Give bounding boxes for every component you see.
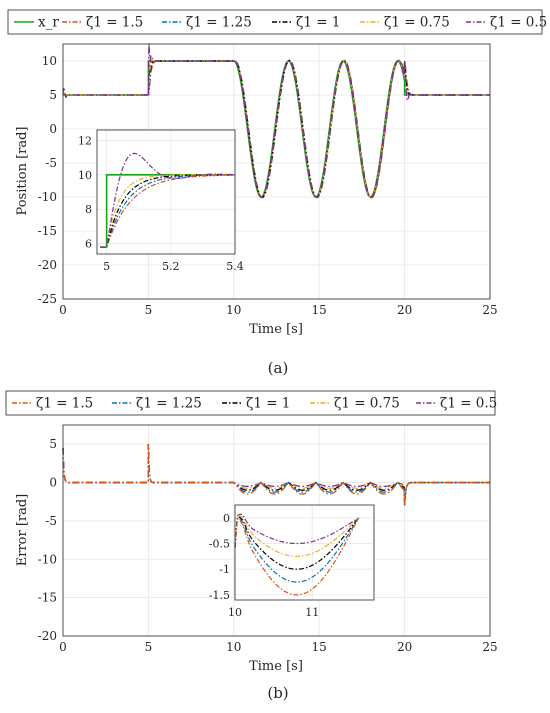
y-tick-a: -15 bbox=[38, 224, 57, 238]
x-tick-a: 0 bbox=[59, 303, 67, 317]
legend-a: x_r ζ1 = 1.5 ζ1 = 1.25 ζ1 = 1 ζ1 = 0.75 ζ1 = … bbox=[7, 9, 547, 35]
legend-b: ζ1 = 1.5 ζ1 = 1.25 ζ1 = 1 ζ1 = 0.75 ζ1 = 0.5 bbox=[5, 390, 497, 416]
y-tick-a: -10 bbox=[38, 190, 57, 204]
inset-x-tick-a: 5 bbox=[103, 260, 110, 273]
legend-label-z150: ζ1 = 1.5 bbox=[36, 396, 93, 412]
inset-series-b-z150 bbox=[234, 517, 360, 596]
inset-series-z075 bbox=[100, 174, 235, 248]
y-tick-a: -5 bbox=[45, 156, 57, 170]
inset-y-tick-b: -0.5 bbox=[209, 538, 230, 551]
series-line-b-z150 bbox=[62, 444, 490, 506]
inset-series-b-z050 bbox=[234, 513, 359, 548]
inset-y-tick-b: -1 bbox=[219, 563, 230, 576]
legend-label-z050: ζ1 = 0.5 bbox=[440, 396, 497, 412]
inset-y-tick-a: 12 bbox=[78, 134, 92, 147]
legend-label-z075: ζ1 = 0.75 bbox=[334, 396, 400, 412]
inset-y-tick-a: 8 bbox=[85, 203, 92, 216]
y-tick-a: -20 bbox=[38, 258, 57, 272]
legend-label-z125: ζ1 = 1.25 bbox=[186, 15, 252, 31]
x-tick-a: 10 bbox=[226, 303, 241, 317]
x-tick-b: 20 bbox=[397, 640, 412, 654]
x-tick-b: 0 bbox=[59, 640, 67, 654]
caption-a: (a) bbox=[268, 359, 289, 377]
x-axis-label-b: Time [s] bbox=[249, 659, 303, 674]
x-axis-label-a: Time [s] bbox=[249, 322, 303, 337]
series-line-z050 bbox=[62, 54, 490, 198]
inset-y-tick-b: 0 bbox=[223, 512, 230, 525]
inset-series-b-z125 bbox=[234, 517, 360, 583]
y-tick-b: -10 bbox=[38, 552, 57, 566]
inset-y-tick-b: -1.5 bbox=[209, 589, 230, 602]
panel-b: ζ1 = 1.5 ζ1 = 1.25 ζ1 = 1 ζ1 = 0.75 ζ1 = 0.5… bbox=[5, 390, 498, 702]
inset-x-tick-a: 5.2 bbox=[162, 260, 180, 273]
y-axis-label-a: Position [rad] bbox=[15, 126, 30, 215]
legend-label-ref: x_r bbox=[38, 15, 59, 31]
inset-x-tick-b: 10 bbox=[228, 606, 242, 619]
legend-label-z100: ζ1 = 1 bbox=[246, 396, 290, 412]
x-tick-b: 5 bbox=[145, 640, 153, 654]
plot-area-b: 0 5 10 15 20 25-20-15-10-505 bbox=[38, 424, 498, 654]
panel-a: x_r ζ1 = 1.5 ζ1 = 1.25 ζ1 = 1 ζ1 = 0.75 ζ1 = … bbox=[7, 9, 547, 377]
x-tick-a: 20 bbox=[397, 303, 412, 317]
x-tick-a: 15 bbox=[312, 303, 327, 317]
y-tick-a: 0 bbox=[49, 122, 57, 136]
inset-x-tick-b: 11 bbox=[305, 606, 319, 619]
y-tick-a: -25 bbox=[38, 292, 57, 306]
legend-label-z100: ζ1 = 1 bbox=[296, 15, 340, 31]
y-tick-a: 5 bbox=[49, 88, 57, 102]
y-tick-b: 0 bbox=[49, 476, 57, 490]
y-tick-a: 10 bbox=[42, 54, 57, 68]
inset-b: 10 11 0 -0.5 -1 -1.5 bbox=[209, 504, 375, 619]
legend-label-z125: ζ1 = 1.25 bbox=[136, 396, 202, 412]
y-tick-b: -15 bbox=[38, 591, 57, 605]
inset-series-b-z100 bbox=[234, 516, 360, 570]
y-tick-b: -5 bbox=[45, 514, 57, 528]
inset-a: 5 5.2 5.4 6 8 10 12 bbox=[78, 129, 244, 273]
inset-series-z050 bbox=[100, 152, 236, 248]
y-tick-b: -20 bbox=[38, 629, 57, 643]
y-tick-b: 5 bbox=[49, 437, 57, 451]
inset-series-b-z075 bbox=[234, 515, 359, 557]
inset-x-tick-a: 5.4 bbox=[226, 260, 244, 273]
x-tick-b: 10 bbox=[226, 640, 241, 654]
x-tick-a: 25 bbox=[482, 303, 497, 317]
caption-b: (b) bbox=[267, 684, 288, 702]
x-tick-b: 15 bbox=[312, 640, 327, 654]
x-tick-b: 25 bbox=[482, 640, 497, 654]
legend-label-z150: ζ1 = 1.5 bbox=[86, 15, 143, 31]
x-tick-a: 5 bbox=[145, 303, 153, 317]
legend-label-z050: ζ1 = 0.5 bbox=[490, 15, 547, 31]
legend-label-z075: ζ1 = 0.75 bbox=[384, 15, 450, 31]
inset-y-tick-a: 6 bbox=[85, 238, 92, 251]
series-spike-z050 bbox=[147, 43, 152, 96]
inset-y-tick-a: 10 bbox=[78, 169, 92, 182]
y-axis-label-b: Error [rad] bbox=[15, 494, 30, 567]
